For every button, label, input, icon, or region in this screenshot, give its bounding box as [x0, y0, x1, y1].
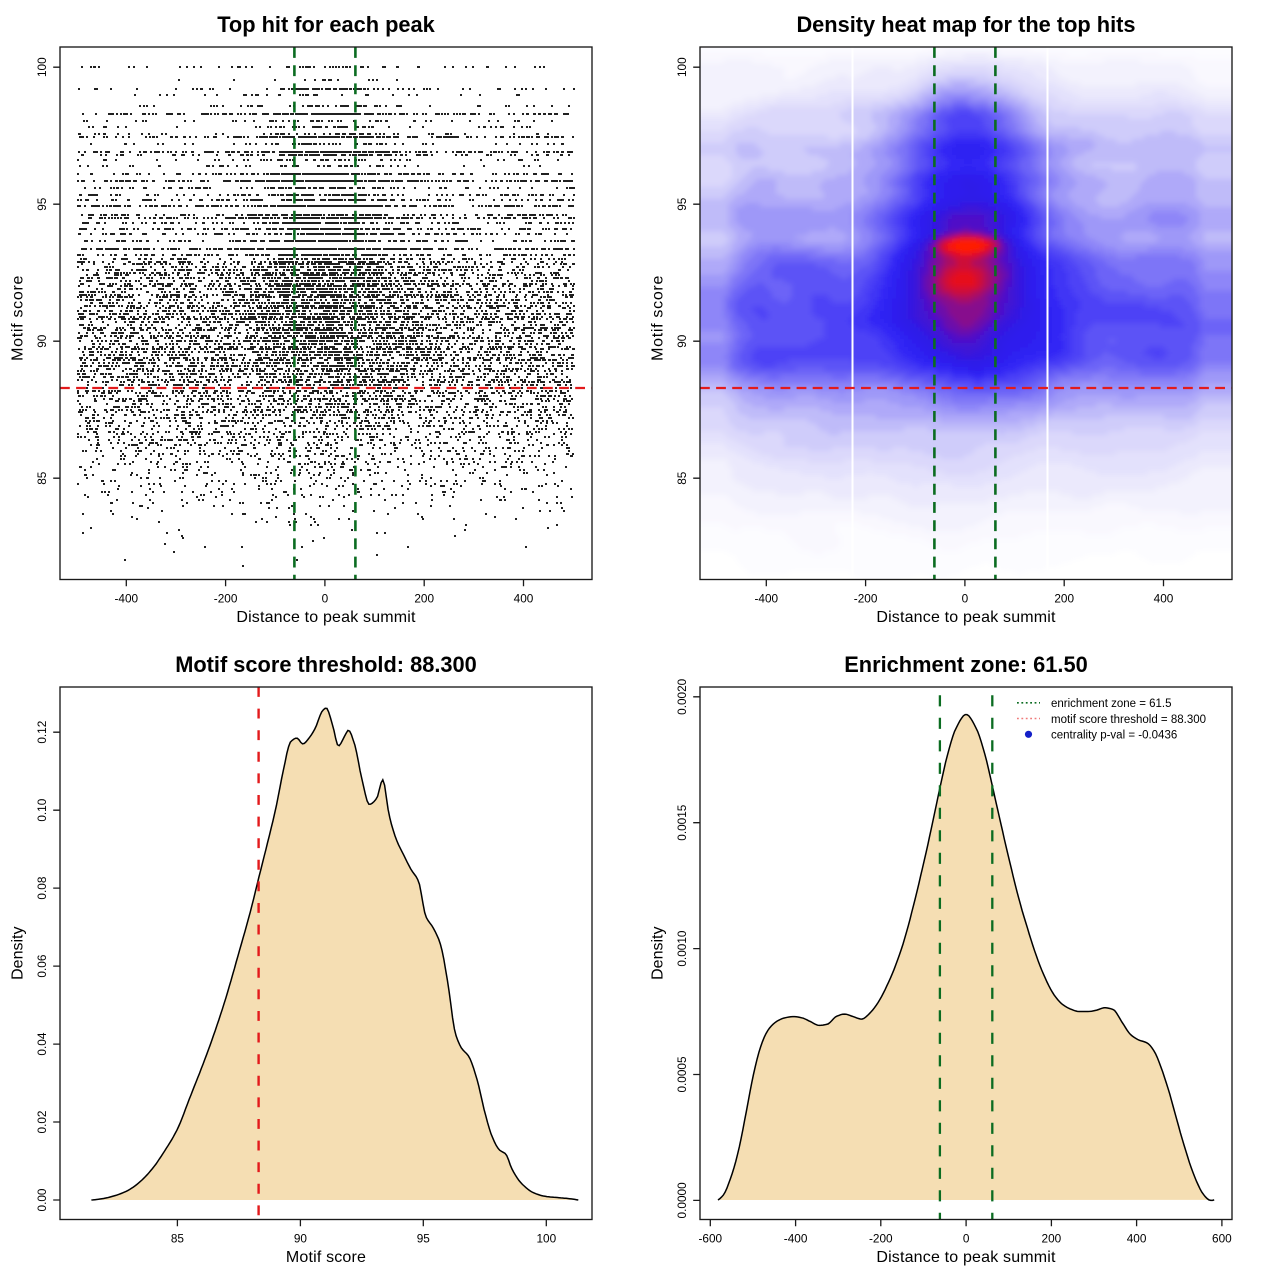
svg-text:600: 600	[1212, 1231, 1232, 1245]
svg-text:100: 100	[675, 57, 689, 77]
svg-text:85: 85	[35, 471, 49, 485]
svg-text:Motif score: Motif score	[286, 1249, 366, 1266]
svg-text:200: 200	[1042, 1231, 1062, 1245]
svg-text:0.04: 0.04	[35, 1032, 49, 1055]
svg-text:Density: Density	[10, 927, 27, 980]
svg-text:0: 0	[963, 1231, 970, 1245]
svg-text:0.0000: 0.0000	[675, 1182, 689, 1219]
svg-text:0: 0	[962, 591, 969, 605]
svg-text:0.0015: 0.0015	[675, 804, 689, 841]
svg-text:0.12: 0.12	[35, 721, 49, 744]
svg-text:-400: -400	[754, 591, 778, 605]
svg-text:0.0005: 0.0005	[675, 1056, 689, 1093]
svg-text:400: 400	[1127, 1231, 1147, 1245]
svg-text:Distance to peak summit: Distance to peak summit	[236, 609, 416, 626]
svg-text:Motif score: Motif score	[10, 275, 27, 361]
svg-text:enrichment zone = 61.5: enrichment zone = 61.5	[1051, 698, 1172, 710]
svg-text:motif score threshold = 88.300: motif score threshold = 88.300	[1051, 714, 1206, 726]
svg-text:0.08: 0.08	[35, 876, 49, 899]
svg-text:-200: -200	[854, 591, 878, 605]
svg-text:Density: Density	[650, 927, 667, 980]
svg-text:0.0020: 0.0020	[675, 678, 689, 715]
svg-text:200: 200	[414, 591, 434, 605]
svg-text:Motif score: Motif score	[650, 275, 667, 361]
svg-text:85: 85	[675, 471, 689, 485]
svg-text:-200: -200	[869, 1231, 893, 1245]
svg-text:-200: -200	[214, 591, 238, 605]
svg-text:85: 85	[171, 1231, 185, 1245]
svg-text:Enrichment zone: 61.50: Enrichment zone: 61.50	[844, 652, 1087, 677]
svg-text:Density heat map for the top h: Density heat map for the top hits	[796, 12, 1135, 37]
svg-text:90: 90	[675, 334, 689, 348]
svg-text:0.02: 0.02	[35, 1111, 49, 1134]
svg-text:95: 95	[417, 1231, 431, 1245]
svg-text:-600: -600	[698, 1231, 722, 1245]
svg-text:95: 95	[675, 197, 689, 211]
svg-text:0.10: 0.10	[35, 798, 49, 821]
svg-text:Distance to peak summit: Distance to peak summit	[876, 609, 1056, 626]
svg-text:400: 400	[1154, 591, 1174, 605]
svg-text:100: 100	[35, 57, 49, 77]
svg-text:centrality p-val = -0.0436: centrality p-val = -0.0436	[1051, 730, 1177, 742]
svg-text:0.00: 0.00	[35, 1188, 49, 1211]
svg-text:200: 200	[1054, 591, 1074, 605]
svg-text:0: 0	[322, 591, 329, 605]
svg-text:400: 400	[514, 591, 534, 605]
svg-text:Top hit for each peak: Top hit for each peak	[217, 12, 435, 37]
svg-text:-400: -400	[784, 1231, 808, 1245]
svg-text:-400: -400	[114, 591, 138, 605]
svg-text:Distance to peak summit: Distance to peak summit	[876, 1249, 1056, 1266]
svg-text:95: 95	[35, 197, 49, 211]
svg-text:0.0010: 0.0010	[675, 930, 689, 967]
svg-text:90: 90	[294, 1231, 308, 1245]
svg-text:100: 100	[536, 1231, 556, 1245]
svg-text:Motif score threshold: 88.300: Motif score threshold: 88.300	[175, 652, 477, 677]
svg-text:0.06: 0.06	[35, 954, 49, 977]
svg-text:90: 90	[35, 334, 49, 348]
